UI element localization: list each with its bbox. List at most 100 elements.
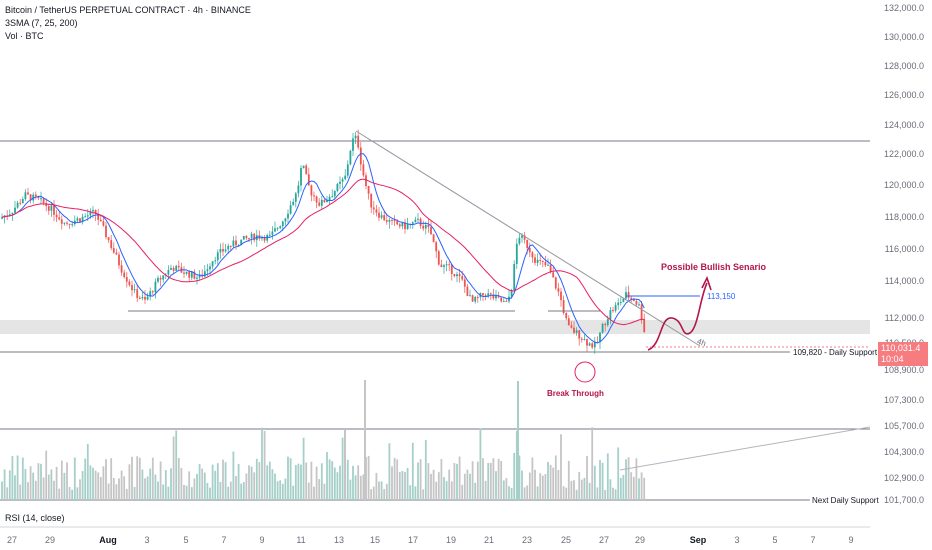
volume-bar: [24, 468, 27, 500]
candle-body: [471, 295, 474, 302]
volume-bar: [606, 453, 609, 500]
candle-body: [45, 203, 48, 207]
volume-trendline: [619, 426, 871, 471]
volume-bar: [180, 467, 183, 500]
candle-body: [320, 199, 323, 206]
volume-bar: [248, 465, 250, 500]
candle-body: [427, 224, 430, 228]
daily-support-label: 109,820 - Daily Support: [793, 348, 878, 357]
volume-bar: [383, 489, 386, 500]
candle-body: [232, 240, 235, 247]
chart-title[interactable]: Bitcoin / TetherUS PERPETUAL CONTRACT · …: [5, 5, 251, 15]
candle-body: [27, 192, 29, 195]
candle-body: [562, 300, 565, 313]
price-axis-tick: 118,000.0: [884, 212, 924, 222]
candle-body: [149, 291, 152, 297]
candle-body: [456, 274, 458, 277]
candle-body: [528, 248, 531, 253]
next-support-label: Next Daily Support: [812, 496, 879, 505]
candle-body: [92, 209, 94, 212]
candle-body: [445, 264, 448, 266]
volume-bar: [276, 481, 279, 500]
candle-body: [240, 239, 243, 246]
candle-body: [601, 323, 604, 333]
volume-bar: [86, 443, 89, 500]
volume-bar: [232, 451, 235, 500]
candle-body: [167, 269, 170, 275]
candle-body: [422, 225, 425, 229]
volume-bar: [593, 465, 596, 500]
volume-bar: [328, 459, 331, 500]
indicator-rsi-legend[interactable]: RSI (14, close): [5, 513, 65, 523]
candle-body: [331, 196, 334, 198]
volume-bar: [567, 460, 570, 500]
indicator-vol-legend[interactable]: Vol · BTC: [5, 31, 44, 41]
candle-body: [588, 343, 591, 346]
candle-body: [107, 237, 110, 241]
candle-body: [432, 234, 435, 243]
candle-body: [19, 202, 22, 204]
candle-body: [227, 245, 230, 250]
volume-bar: [154, 474, 157, 500]
volume-bar: [354, 475, 357, 500]
candle-body: [162, 275, 165, 280]
volume-bar: [435, 481, 438, 500]
volume-bar: [505, 478, 508, 500]
volume-bar: [401, 471, 404, 500]
volume-bar: [34, 480, 37, 500]
candle-body: [404, 222, 406, 230]
candle-body: [292, 201, 295, 206]
candle-body: [339, 181, 341, 184]
volume-bar: [521, 470, 523, 500]
volume-bar: [580, 479, 583, 500]
price-axis-tick: 112,000.0: [884, 313, 924, 323]
volume-bar: [107, 483, 110, 500]
volume-bar: [237, 463, 240, 500]
price-axis-tick: 128,000.0: [883, 61, 924, 71]
volume-bar: [630, 472, 633, 500]
volume-bar: [266, 465, 269, 500]
volume-bars: [1, 380, 646, 500]
candle-body: [500, 297, 503, 302]
current-price-value: 110,031.4: [881, 343, 921, 353]
volume-bar: [557, 469, 560, 500]
volume-bar: [510, 487, 513, 500]
time-axis-tick: 17: [407, 535, 419, 545]
candle-body: [474, 297, 477, 302]
candle-body: [58, 217, 61, 220]
indicator-ma-legend[interactable]: 3SMA (7, 25, 200): [5, 18, 78, 28]
candle-body: [185, 271, 188, 274]
volume-bar: [279, 480, 282, 500]
volume-bar: [346, 459, 349, 500]
candle-body: [198, 274, 201, 278]
support-zone: [0, 320, 870, 334]
volume-bar: [409, 485, 412, 500]
candle-body: [133, 289, 136, 291]
volume-bar: [349, 479, 352, 500]
candle-body: [157, 277, 159, 282]
volume-spike: [344, 430, 346, 500]
volume-bar: [318, 479, 321, 500]
volume-bar: [570, 480, 573, 500]
price-axis-tick: 114,000.0: [884, 276, 924, 286]
candle-body: [521, 235, 523, 238]
candle-body: [21, 199, 24, 204]
time-axis-tick: Sep: [689, 535, 707, 545]
candle-body: [261, 237, 263, 239]
time-axis-tick: 29: [44, 535, 56, 545]
volume-bar: [578, 471, 581, 500]
candle-body: [193, 271, 196, 279]
volume-bar: [183, 484, 185, 500]
candle-body: [541, 260, 544, 262]
candle-body: [118, 254, 120, 266]
volume-bar: [118, 478, 120, 500]
candle-body: [276, 228, 279, 230]
candle-body: [487, 293, 490, 297]
volume-bar: [536, 486, 539, 500]
volume-bar: [502, 480, 505, 500]
price-axis-tick: 104,300.0: [883, 447, 924, 457]
candle-body: [219, 248, 222, 253]
candle-body: [151, 291, 154, 293]
volume-bar: [21, 457, 24, 500]
